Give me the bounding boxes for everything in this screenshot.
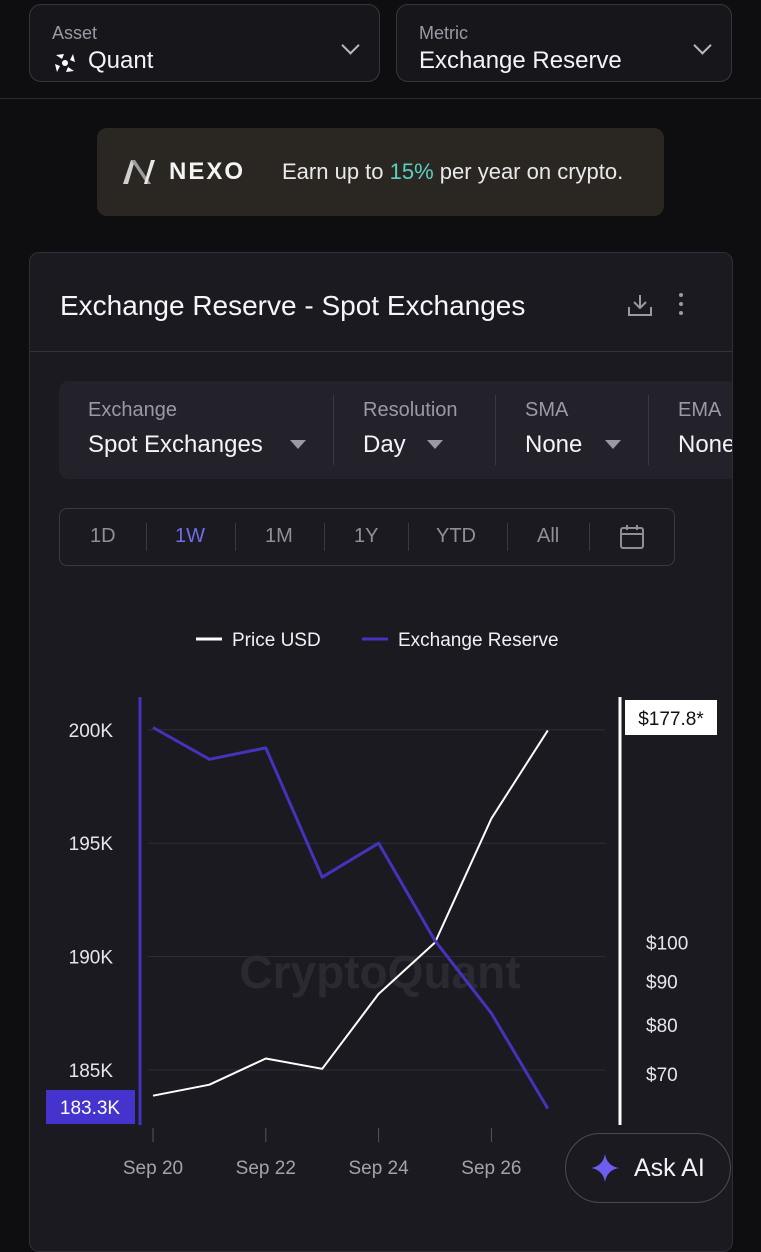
y-tick-label: 190K [69,948,114,969]
legend-label: Price USD [232,630,321,651]
series-line [153,730,548,1095]
sparkle-icon [590,1153,620,1183]
right-tick-label: $80 [646,1016,678,1037]
chart-watermark: CryptoQuant [239,946,520,998]
right-tick-label: $100 [646,934,688,955]
legend-label: Exchange Reserve [398,630,559,651]
y-tick-label: 195K [69,834,114,855]
x-tick-label: Sep 22 [236,1158,296,1179]
ask-ai-button[interactable]: Ask AI [565,1133,731,1203]
x-tick-label: Sep 24 [348,1158,409,1179]
right-current-label: $177.8* [638,709,704,730]
series-line [153,728,548,1109]
chart-svg: Price USD Exchange Reserve CryptoQuant 18… [0,0,761,1200]
ask-ai-label: Ask AI [634,1154,705,1183]
x-tick-label: Sep 26 [461,1158,521,1179]
x-tick-label: Sep 20 [123,1158,183,1179]
left-current-label: 183.3K [60,1098,121,1119]
y-tick-label: 185K [69,1061,114,1082]
right-tick-label: $90 [646,972,678,993]
y-tick-label: 200K [69,721,114,742]
right-tick-label: $70 [646,1065,678,1086]
